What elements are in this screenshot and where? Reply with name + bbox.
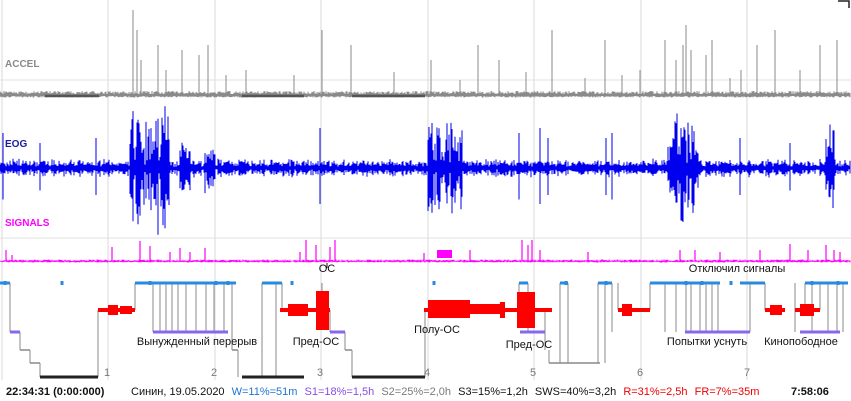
rem-block bbox=[428, 300, 470, 318]
signals-channel bbox=[0, 240, 851, 263]
rem-block bbox=[120, 306, 132, 314]
wake-marker bbox=[836, 281, 840, 285]
corner-bracket bbox=[838, 0, 850, 8]
wake-marker bbox=[564, 281, 568, 285]
hour-tick-label: 6 bbox=[637, 367, 644, 379]
rem-block bbox=[470, 304, 500, 314]
event-label-pre-os: Пред-ОС bbox=[505, 339, 553, 351]
wake-marker bbox=[226, 281, 230, 285]
start-time-text: 22:34:31 (0:00:000) bbox=[6, 386, 105, 398]
wake-marker bbox=[3, 281, 7, 285]
eog-trace bbox=[0, 106, 851, 235]
eog-channel bbox=[0, 106, 851, 235]
accel-channel bbox=[0, 10, 851, 98]
rem-block bbox=[770, 305, 782, 315]
hour-tick-label: 4 bbox=[424, 367, 431, 379]
wake-marker bbox=[604, 281, 608, 285]
stat-wake: W=11%=51m bbox=[231, 386, 298, 398]
stat-s3: S3=15%=1,2h bbox=[458, 386, 528, 398]
event-label-forced-break: Вынужденный перерыв bbox=[136, 336, 258, 348]
stat-rem: R=31%=2,5h bbox=[623, 386, 688, 398]
hour-tick-label: 5 bbox=[530, 367, 537, 379]
wake-marker bbox=[810, 281, 814, 285]
hour-tick-label: 7 bbox=[744, 367, 751, 379]
hour-tick-label: 2 bbox=[211, 367, 218, 379]
rem-block bbox=[316, 291, 329, 330]
event-label-semi-os: Полу-ОС bbox=[414, 324, 460, 336]
eog-channel-label: EOG bbox=[5, 139, 28, 150]
signals-event-block bbox=[437, 250, 452, 258]
rem-block bbox=[517, 292, 535, 328]
stage-statistics: Синин, 19.05.2020 W=11%=51m S1=18%=1,5h … bbox=[131, 387, 763, 398]
stat-fr: FR=7%=35m bbox=[694, 386, 760, 398]
rem-block bbox=[500, 302, 505, 318]
wake-marker bbox=[432, 281, 436, 285]
rem-block bbox=[288, 304, 308, 316]
wake-marker bbox=[684, 281, 688, 285]
end-time: 7:58:06 bbox=[791, 387, 829, 398]
event-label-pre-os: Пред-ОС bbox=[292, 336, 340, 348]
event-label-signals-off: Отключил сигналы bbox=[688, 263, 786, 275]
stat-s1: S1=18%=1,5h bbox=[304, 386, 375, 398]
wake-marker bbox=[60, 281, 64, 285]
stat-sws: SWS=40%=3,2h bbox=[534, 386, 617, 398]
wake-marker bbox=[214, 281, 218, 285]
accel-trace bbox=[0, 91, 851, 98]
signals-trace bbox=[0, 259, 851, 263]
hour-tick-label: 3 bbox=[317, 367, 324, 379]
start-time: 22:34:31 (0:00:000) bbox=[6, 387, 104, 398]
wake-marker bbox=[148, 281, 152, 285]
event-label-sleep-attempts: Попытки уснуть bbox=[666, 336, 748, 348]
wake-marker bbox=[700, 281, 704, 285]
hypnogram bbox=[0, 263, 848, 379]
end-time-text: 7:58:06 bbox=[791, 386, 829, 398]
hour-tick-label: 1 bbox=[104, 367, 111, 379]
event-label-os: ОС bbox=[318, 263, 336, 275]
stat-s2: S2=25%=2,0h bbox=[381, 386, 452, 398]
wake-marker bbox=[729, 281, 733, 285]
rem-block bbox=[108, 305, 118, 315]
subject-and-date: Синин, 19.05.2020 bbox=[131, 386, 225, 398]
rem-block bbox=[800, 304, 814, 316]
accel-channel-label: ACCEL bbox=[5, 59, 40, 70]
event-label-cinematic: Кинопободное bbox=[764, 336, 838, 348]
rem-block bbox=[622, 304, 632, 316]
signals-channel-label: SIGNALS bbox=[5, 218, 50, 229]
wake-marker bbox=[290, 281, 294, 285]
